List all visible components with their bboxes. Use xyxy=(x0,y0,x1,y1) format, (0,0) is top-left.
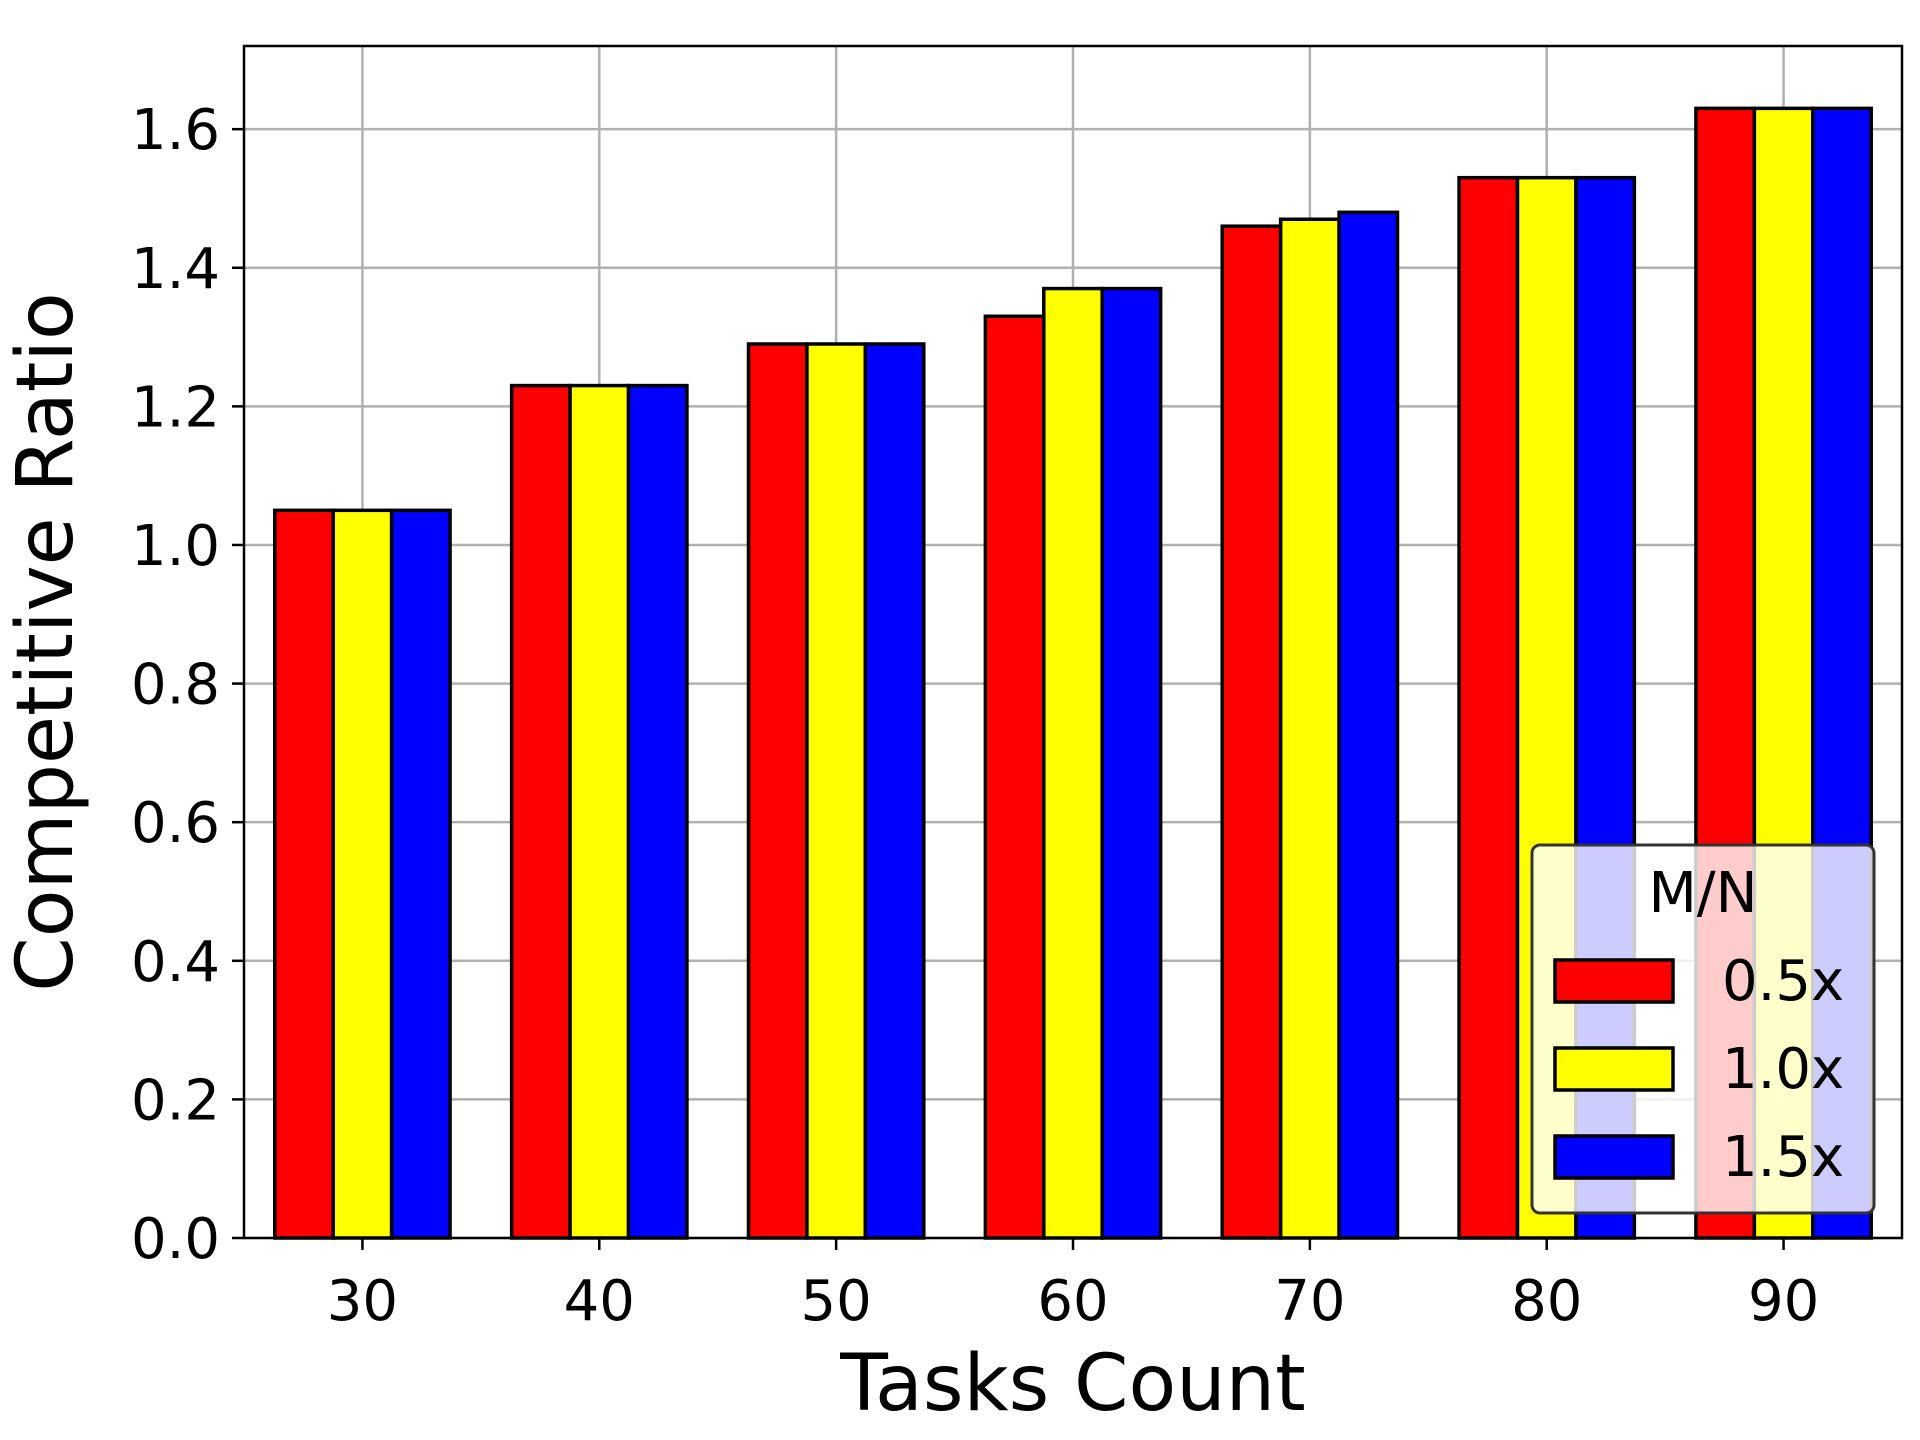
x-tick-label: 40 xyxy=(564,1269,635,1334)
legend-swatch xyxy=(1553,1134,1675,1180)
bar xyxy=(1220,224,1283,1240)
legend-swatch xyxy=(1553,1046,1675,1092)
bar xyxy=(863,342,926,1240)
bar xyxy=(273,508,335,1240)
bar xyxy=(509,383,572,1240)
legend-label: 1.5x xyxy=(1722,1125,1844,1190)
bar xyxy=(1278,217,1341,1240)
bar xyxy=(805,342,868,1240)
x-tick-label: 90 xyxy=(1748,1269,1819,1334)
x-tick-label: 80 xyxy=(1511,1269,1582,1334)
bar xyxy=(983,314,1046,1240)
y-tick-label: 1.4 xyxy=(131,237,220,302)
legend-swatch xyxy=(1553,958,1675,1004)
y-axis-title: Competitive Ratio xyxy=(1,292,91,991)
bar xyxy=(626,383,689,1240)
y-tick-label: 0.6 xyxy=(131,791,220,856)
bar xyxy=(1337,210,1400,1240)
y-tick-label: 1.0 xyxy=(131,514,220,579)
legend: M/N 0.5x 1.0x 1.5x xyxy=(1530,843,1876,1215)
bar xyxy=(331,508,394,1240)
x-tick-label: 50 xyxy=(801,1269,872,1334)
y-tick-label: 0.8 xyxy=(131,653,220,718)
y-tick-label: 0.2 xyxy=(131,1068,220,1133)
x-tick-label: 30 xyxy=(327,1269,398,1334)
y-tick-label: 1.6 xyxy=(131,98,220,163)
bar xyxy=(1042,286,1104,1240)
legend-label: 0.5x xyxy=(1722,949,1844,1014)
y-tick-label: 0.0 xyxy=(131,1207,220,1272)
ticks: 0.0 0.2 0.4 0.6 0.8 1.0 1.2 1.4 1.6 30 40 50 60 70 80 9… xyxy=(131,98,1819,1334)
x-tick-label: 70 xyxy=(1274,1269,1345,1334)
bar xyxy=(1457,175,1520,1240)
x-axis-title: Tasks Count xyxy=(839,1339,1305,1429)
bar xyxy=(389,508,452,1240)
legend-title: M/N xyxy=(1648,861,1757,926)
bar xyxy=(746,342,809,1240)
x-tick-label: 60 xyxy=(1037,1269,1108,1334)
bar xyxy=(568,383,631,1240)
legend-box xyxy=(1530,843,1876,1215)
y-tick-label: 1.2 xyxy=(131,375,220,440)
y-tick-label: 0.4 xyxy=(131,930,220,995)
legend-label: 1.0x xyxy=(1722,1037,1844,1102)
legend-items: 0.5x 1.0x 1.5x xyxy=(1553,949,1844,1190)
bar xyxy=(1100,286,1163,1240)
